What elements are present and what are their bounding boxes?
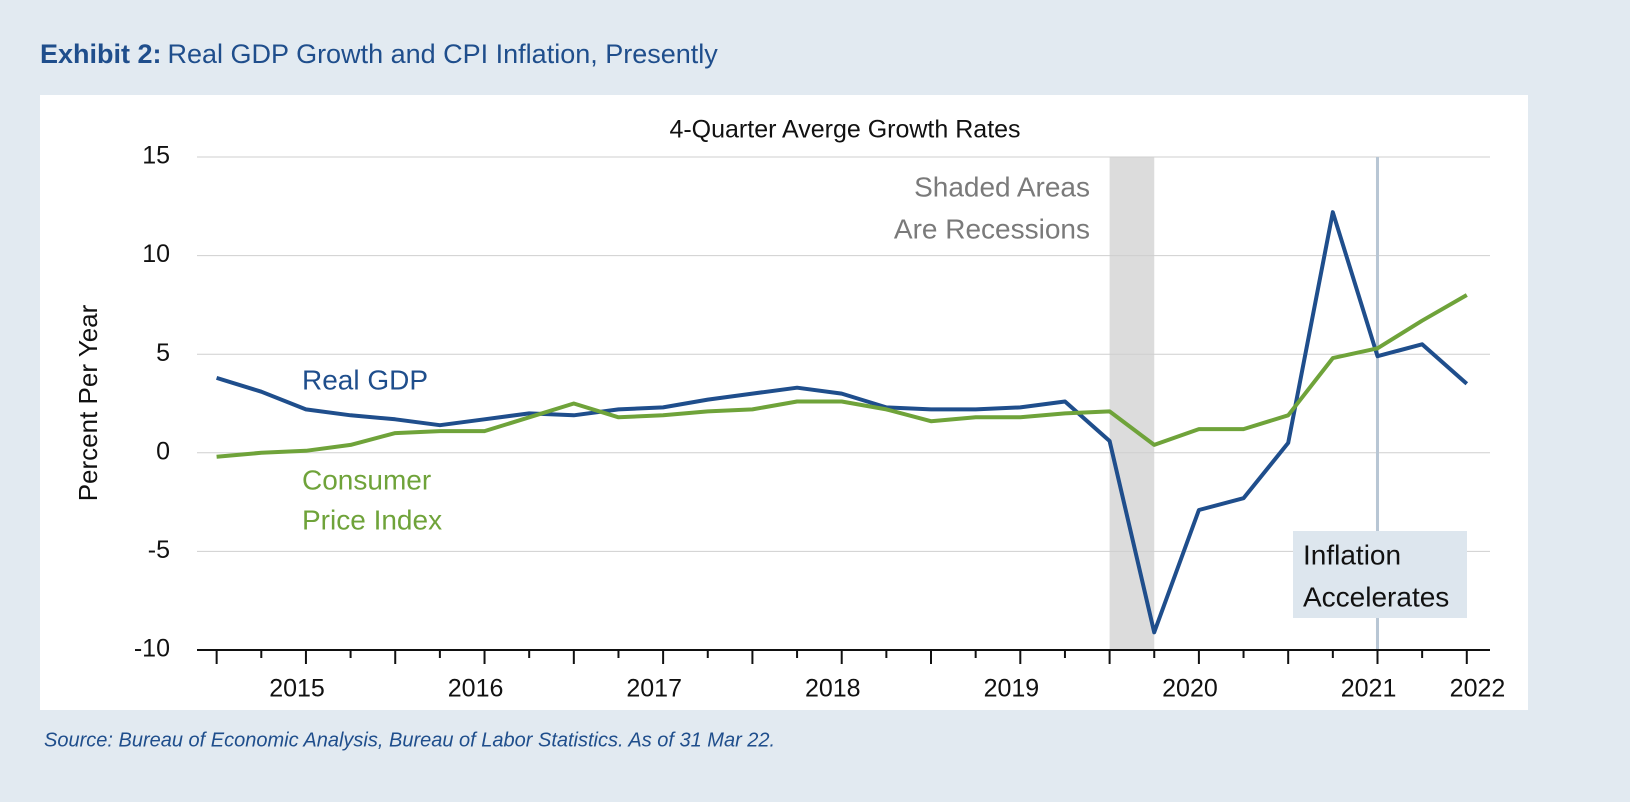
y-tick-label: 10 xyxy=(142,240,170,268)
x-tick-label: 2017 xyxy=(626,675,682,703)
y-axis-label: Percent Per Year xyxy=(73,304,103,501)
y-tick-label: 5 xyxy=(156,339,170,367)
series-label: Price Index xyxy=(302,504,442,535)
recession-note: Are Recessions xyxy=(894,213,1090,244)
series-line xyxy=(216,293,1468,459)
x-tick-label: 2020 xyxy=(1162,675,1218,703)
title-label: Exhibit 2: xyxy=(40,39,162,69)
y-tick-label: -5 xyxy=(148,536,170,564)
note-box xyxy=(1293,531,1467,618)
subtitle: 4-Quarter Averge Growth Rates xyxy=(669,116,1020,144)
chart-title: Exhibit 2: Real GDP Growth and CPI Inflat… xyxy=(40,39,718,69)
inflation-note: Inflation xyxy=(1303,539,1401,570)
x-tick-label: 2016 xyxy=(448,675,504,703)
series-label: Real GDP xyxy=(302,364,428,395)
y-tick-label: 0 xyxy=(156,437,170,465)
recession-note: Shaded Areas xyxy=(914,171,1090,202)
title-text: Real GDP Growth and CPI Inflation, Prese… xyxy=(168,39,719,69)
recession-band xyxy=(1109,157,1155,650)
series-line xyxy=(216,210,1469,635)
y-tick-label: 15 xyxy=(142,142,170,170)
source: Source: Bureau of Economic Analysis, Bur… xyxy=(44,729,775,751)
series-label: Consumer xyxy=(302,464,431,495)
y-tick-label: -10 xyxy=(134,635,170,663)
x-tick-label: 2022 xyxy=(1450,675,1506,703)
x-tick-label: 2018 xyxy=(805,675,861,703)
inflation-note: Accelerates xyxy=(1303,581,1449,612)
x-tick-label: 2015 xyxy=(269,675,325,703)
x-tick-label: 2019 xyxy=(984,675,1040,703)
x-tick-label: 2021 xyxy=(1341,675,1397,703)
